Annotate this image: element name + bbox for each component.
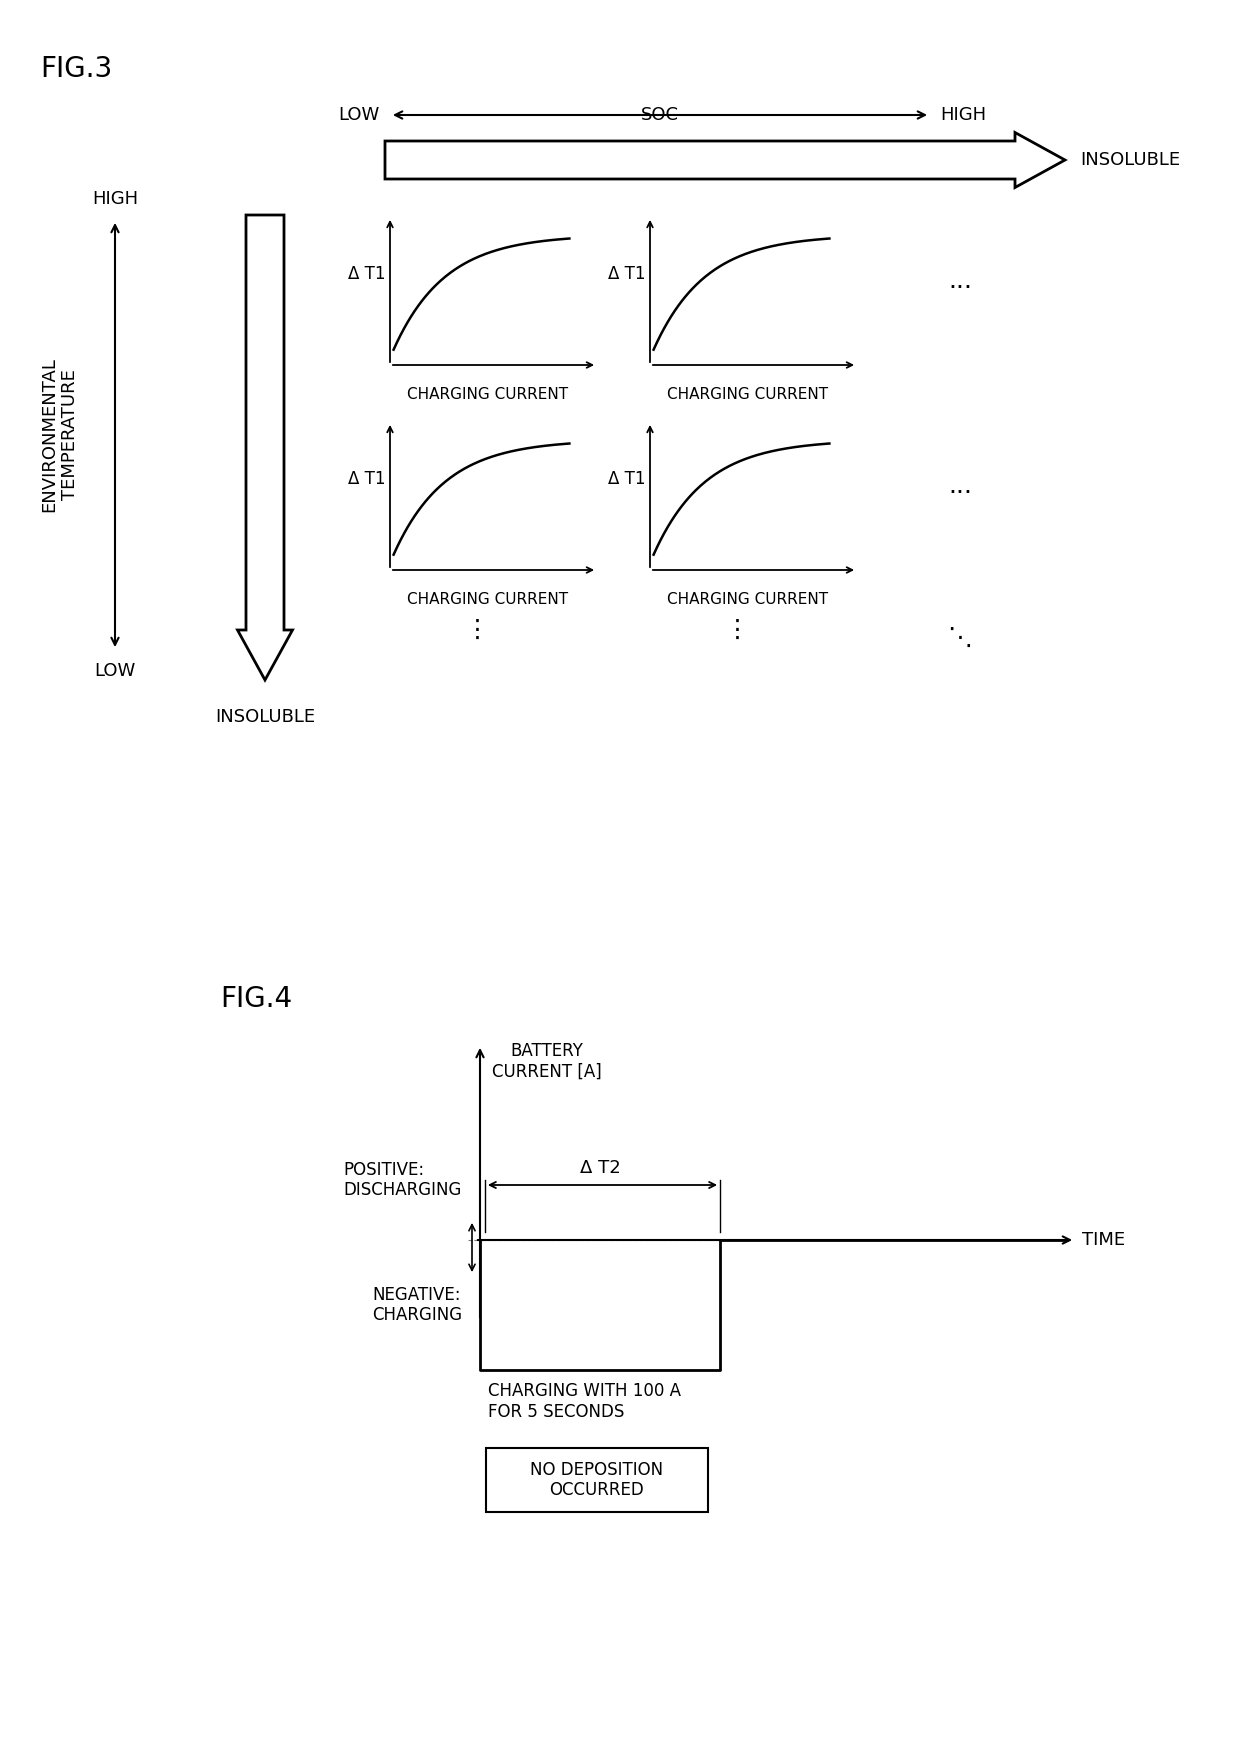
Text: SOC: SOC <box>641 106 680 124</box>
Text: CHARGING CURRENT: CHARGING CURRENT <box>667 593 828 607</box>
Text: ⋮: ⋮ <box>725 619 750 641</box>
FancyBboxPatch shape <box>486 1448 708 1511</box>
Text: LOW: LOW <box>339 106 379 124</box>
Text: INSOLUBLE: INSOLUBLE <box>215 708 315 727</box>
Text: TIME: TIME <box>1083 1231 1125 1250</box>
Text: BATTERY
CURRENT [A]: BATTERY CURRENT [A] <box>492 1042 601 1081</box>
Text: Δ T1: Δ T1 <box>608 471 645 488</box>
Text: NO DEPOSITION
OCCURRED: NO DEPOSITION OCCURRED <box>531 1461 663 1499</box>
Text: Δ T1: Δ T1 <box>608 265 645 282</box>
Text: HIGH: HIGH <box>92 190 138 207</box>
Text: LOW: LOW <box>94 662 135 680</box>
Text: INSOLUBLE: INSOLUBLE <box>1080 152 1180 169</box>
FancyArrow shape <box>238 214 293 680</box>
Text: ...: ... <box>949 474 972 498</box>
Text: NEGATIVE:
CHARGING: NEGATIVE: CHARGING <box>372 1286 463 1325</box>
Text: ...: ... <box>949 268 972 293</box>
Text: FIG.4: FIG.4 <box>219 985 293 1013</box>
Text: CHARGING CURRENT: CHARGING CURRENT <box>407 387 568 403</box>
Text: POSITIVE:
DISCHARGING: POSITIVE: DISCHARGING <box>343 1161 463 1199</box>
Text: FIG.3: FIG.3 <box>40 56 113 84</box>
Text: CHARGING CURRENT: CHARGING CURRENT <box>667 387 828 403</box>
Text: ⋱: ⋱ <box>947 626 972 650</box>
FancyArrow shape <box>384 132 1065 188</box>
Text: CHARGING CURRENT: CHARGING CURRENT <box>407 593 568 607</box>
Text: HIGH: HIGH <box>940 106 986 124</box>
Text: ENVIRONMENTAL
TEMPERATURE: ENVIRONMENTAL TEMPERATURE <box>41 357 79 512</box>
Text: CHARGING WITH 100 A
FOR 5 SECONDS: CHARGING WITH 100 A FOR 5 SECONDS <box>489 1382 681 1421</box>
Text: Δ T1: Δ T1 <box>347 265 384 282</box>
Text: Δ T1: Δ T1 <box>347 471 384 488</box>
Text: Δ T2: Δ T2 <box>579 1159 620 1177</box>
Text: ⋮: ⋮ <box>465 619 490 641</box>
